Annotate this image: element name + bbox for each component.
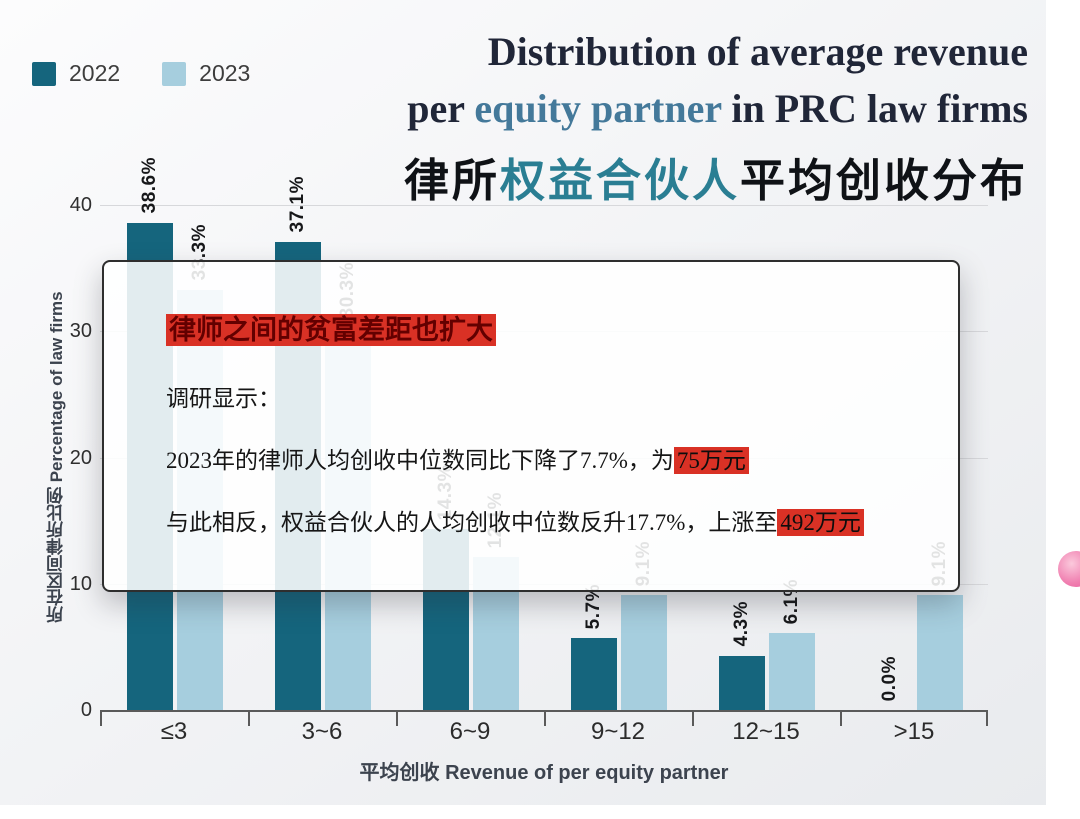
legend-label-2022: 2022 bbox=[69, 60, 121, 86]
popup-line-lawyer-median: 2023年的律师人均创收中位数同比下降了7.7%，为 75万元 bbox=[166, 441, 896, 475]
y-tick-label: 10 bbox=[69, 572, 92, 595]
x-category-label: ≤3 bbox=[160, 718, 188, 745]
x-category-label: 9~12 bbox=[590, 718, 646, 745]
title-cn-pre: 律所 bbox=[403, 154, 500, 206]
x-tick-mark bbox=[248, 712, 250, 726]
title-cn-post: 平均创收分布 bbox=[739, 154, 1028, 206]
popup-line3-highlight: 492万元 bbox=[777, 509, 864, 536]
legend-item-2022: 2022 bbox=[32, 60, 120, 87]
bar-2023->15 bbox=[917, 595, 963, 710]
legend-label-2023: 2023 bbox=[199, 60, 251, 86]
bar-value-text: 4.3% bbox=[731, 601, 752, 647]
y-tick-label: 30 bbox=[69, 320, 92, 343]
callout-popup: 律师之间的贫富差距也扩大 调研显示： 2023年的律师人均创收中位数同比下降了7… bbox=[102, 260, 960, 592]
x-category-label: 3~6 bbox=[301, 718, 343, 745]
title-cn-accent: 权益合伙人 bbox=[499, 154, 740, 206]
x-axis-categories: ≤3 3~6 6~9 9~12 12~15 >15 bbox=[100, 718, 988, 746]
popup-title-highlight: 律师之间的贫富差距也扩大 bbox=[166, 314, 496, 346]
bar-value-text: 0.0% bbox=[879, 655, 900, 701]
title-english: Distribution of average revenue per equi… bbox=[404, 24, 1028, 138]
bar-2022-12~15 bbox=[719, 655, 765, 710]
x-tick-mark bbox=[840, 712, 842, 726]
popup-line2-text: 2023年的律师人均创收中位数同比下降了7.7%，为 bbox=[166, 448, 674, 473]
legend-item-2023: 2023 bbox=[162, 60, 250, 87]
bar-value-label: 4.3% bbox=[719, 601, 765, 646]
title-line2-post: in PRC law firms bbox=[721, 85, 1028, 131]
bar-value-text: 37.1% bbox=[287, 176, 308, 233]
y-axis-title: 所在区间律所比例 Percentage of law firms bbox=[47, 291, 66, 624]
gridline bbox=[100, 205, 988, 206]
x-tick-mark bbox=[544, 712, 546, 726]
chart-legend: 2022 2023 bbox=[32, 60, 250, 87]
x-category-label: 6~9 bbox=[449, 718, 491, 745]
x-tick-mark bbox=[692, 712, 694, 726]
popup-title: 律师之间的贫富差距也扩大 bbox=[166, 308, 896, 347]
bar-2023-12~15 bbox=[769, 633, 815, 710]
bar-value-label: 37.1% bbox=[275, 176, 321, 232]
x-category-label: >15 bbox=[893, 718, 935, 745]
popup-line-survey: 调研显示： bbox=[166, 386, 281, 411]
title-chinese: 律所权益合伙人平均创收分布 bbox=[404, 144, 1028, 209]
cursor-highlight-dot bbox=[1058, 551, 1080, 587]
x-tick-mark bbox=[986, 712, 988, 726]
title-line2-pre: per bbox=[407, 85, 475, 131]
x-axis-title: 平均创收 Revenue of per equity partner bbox=[359, 762, 729, 784]
legend-swatch-2023 bbox=[162, 61, 187, 86]
y-tick-label: 40 bbox=[69, 194, 92, 216]
title-line1: Distribution of average revenue bbox=[487, 29, 1028, 74]
x-tick-mark bbox=[100, 712, 102, 726]
chart-title: Distribution of average revenue per equi… bbox=[404, 24, 1028, 209]
bar-value-text: 38.6% bbox=[139, 157, 160, 214]
popup-line3-text: 与此相反，权益合伙人的人均创收中位数反升17.7%，上涨至 bbox=[166, 510, 778, 535]
bar-value-label: 38.6% bbox=[127, 157, 173, 213]
legend-swatch-2022 bbox=[32, 61, 56, 86]
popup-line2-highlight: 75万元 bbox=[673, 447, 749, 474]
bar-value-label: 0.0% bbox=[867, 656, 913, 701]
title-line2-accent: equity partner bbox=[474, 85, 722, 131]
bar-2022-9~12 bbox=[571, 638, 617, 710]
y-tick-label: 20 bbox=[69, 446, 92, 469]
x-category-label: 12~15 bbox=[732, 718, 800, 745]
bar-2023-9~12 bbox=[621, 595, 667, 710]
y-tick-label: 0 bbox=[80, 699, 92, 721]
popup-line-partner-median: 与此相反，权益合伙人的人均创收中位数反升17.7%，上涨至 492万元 bbox=[166, 503, 896, 537]
x-tick-mark bbox=[396, 712, 398, 726]
